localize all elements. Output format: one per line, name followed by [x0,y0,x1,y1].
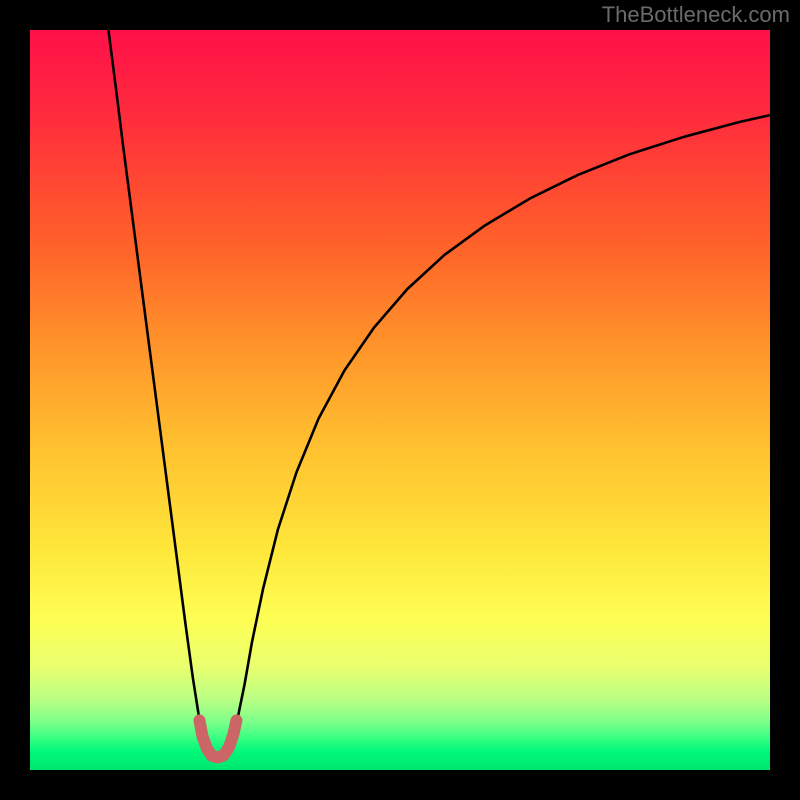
chart-canvas: TheBottleneck.com [0,0,800,800]
plot-background [30,30,770,770]
watermark-text: TheBottleneck.com [602,2,790,28]
bottleneck-curve-chart [0,0,800,800]
